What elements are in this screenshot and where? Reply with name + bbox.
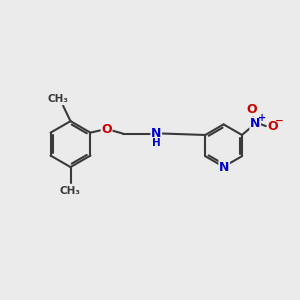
Text: +: +	[258, 113, 266, 124]
Text: CH₃: CH₃	[47, 94, 68, 104]
Text: O: O	[246, 103, 257, 116]
Text: O: O	[267, 120, 278, 133]
Text: N: N	[250, 117, 260, 130]
Text: N: N	[151, 127, 161, 140]
Text: CH₃: CH₃	[60, 186, 81, 196]
Text: H: H	[152, 138, 161, 148]
Text: O: O	[101, 123, 112, 136]
Text: −: −	[275, 116, 284, 126]
Text: N: N	[219, 160, 230, 174]
